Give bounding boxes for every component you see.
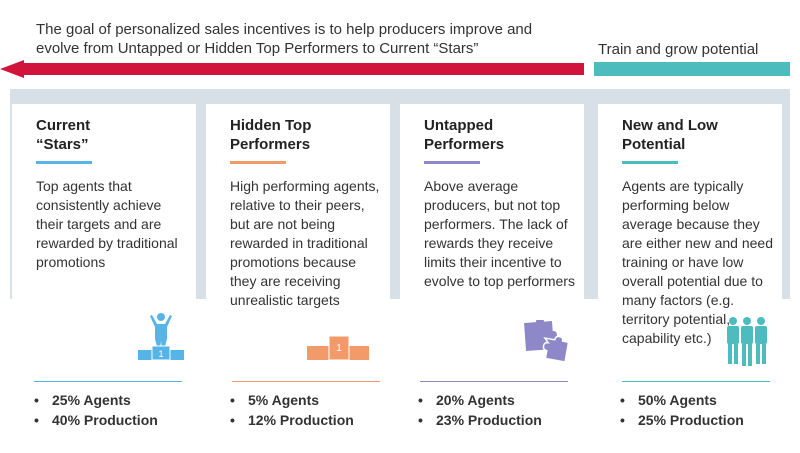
card-new-and-low-potential: New and Low Potential Agents are typicall…: [598, 104, 782, 368]
empty-podium-icon: 1: [307, 336, 369, 360]
stat-agents: 25% Agents: [34, 390, 158, 410]
card-description: Above average producers, but not top per…: [424, 178, 575, 289]
stars-stats: 25% Agents 40% Production: [34, 390, 158, 430]
stat-agents: 20% Agents: [418, 390, 542, 410]
puzzle-pieces-icon: [524, 320, 569, 362]
stat-production: 23% Production: [418, 410, 542, 430]
stat-agents: 50% Agents: [620, 390, 744, 410]
title-underline: [622, 161, 678, 164]
card-description: High performing agents, relative to thei…: [230, 178, 380, 308]
untapped-stats: 20% Agents 23% Production: [418, 390, 542, 430]
card-title: Hidden Top Performers: [230, 117, 312, 153]
intro-text: The goal of personalized sales incentive…: [36, 21, 533, 57]
train-grow-bar: [594, 62, 790, 76]
card-title: New and Low Potential: [622, 117, 718, 153]
title-underline: [230, 161, 286, 164]
stat-production: 40% Production: [34, 410, 158, 430]
hidden-stats: 5% Agents 12% Production: [230, 390, 354, 430]
untapped-rule: [420, 381, 568, 382]
new-rule: [622, 381, 770, 382]
people-group-icon: [727, 317, 767, 366]
card-description: Top agents that consistently achieve the…: [36, 178, 178, 270]
left-arrow-icon: [0, 60, 584, 78]
card-title: Untapped Performers: [424, 117, 505, 153]
champion-podium-icon: 1: [138, 313, 184, 360]
stat-agents: 5% Agents: [230, 390, 354, 410]
title-underline: [424, 161, 480, 164]
card-untapped-performers: Untapped Performers Above average produce…: [400, 104, 584, 368]
title-underline: [36, 161, 92, 164]
card-current-stars: Current “Stars” Top agents that consisten…: [12, 104, 196, 368]
new-stats: 50% Agents 25% Production: [620, 390, 744, 430]
podium-number: 1: [336, 343, 342, 354]
stat-production: 12% Production: [230, 410, 354, 430]
card-description: Agents are typically performing below av…: [622, 178, 773, 346]
card-hidden-top-performers: Hidden Top Performers High performing age…: [206, 104, 390, 368]
train-grow-label: Train and grow potential: [598, 41, 759, 58]
hidden-rule: [232, 381, 380, 382]
stat-production: 25% Production: [620, 410, 744, 430]
podium-number: 1: [158, 349, 163, 359]
stars-rule: [34, 381, 182, 382]
card-title: Current “Stars”: [36, 117, 91, 153]
